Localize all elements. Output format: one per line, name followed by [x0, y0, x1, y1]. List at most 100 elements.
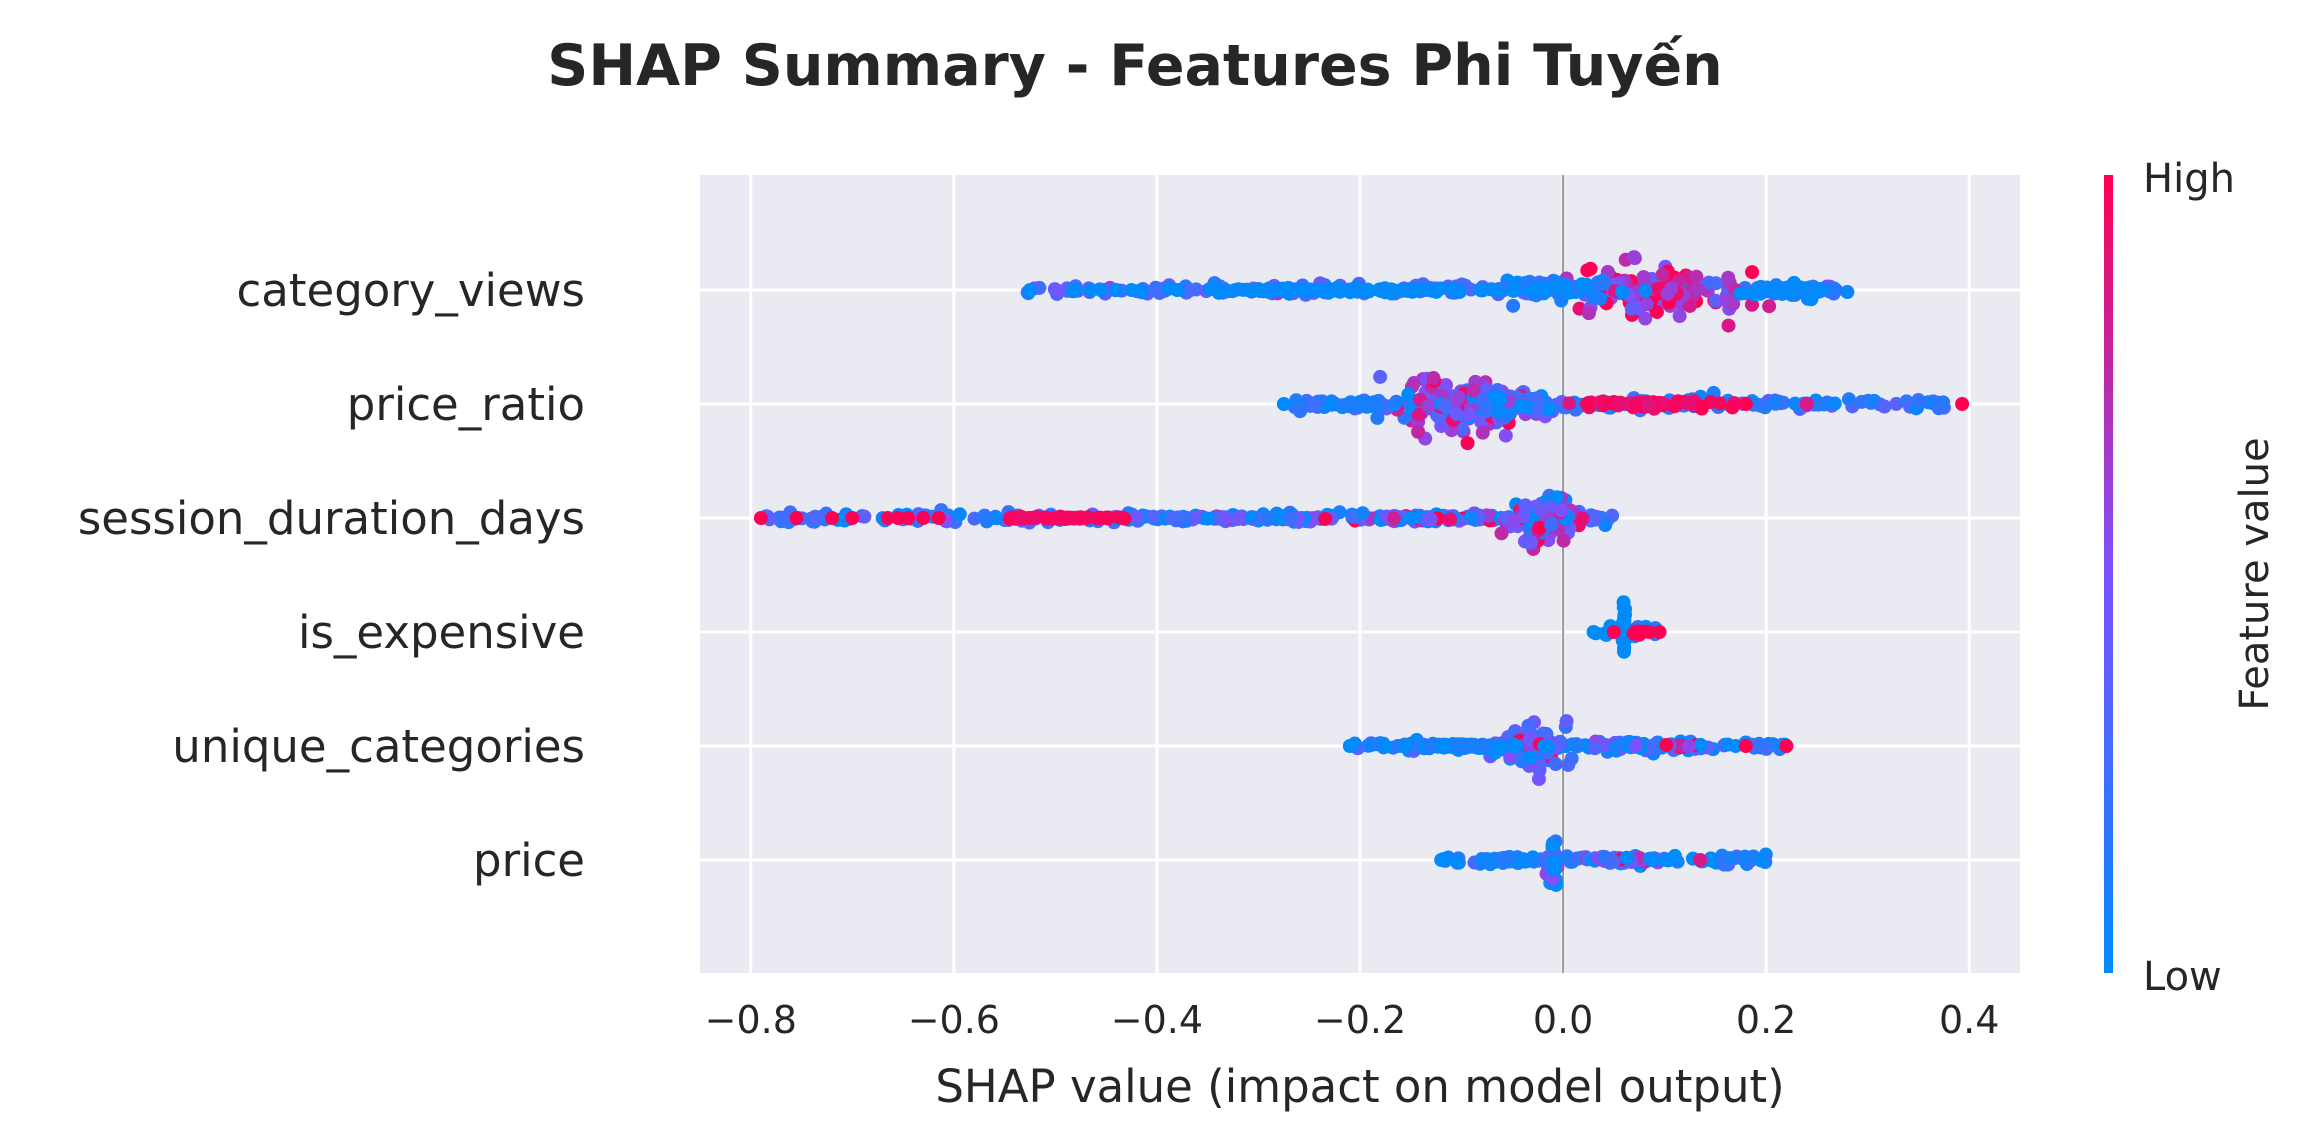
shap-point [1826, 281, 1841, 296]
shap-point [1617, 644, 1632, 659]
colorbar-low-label: Low [2143, 954, 2222, 1000]
shap-outlier-point [931, 511, 946, 525]
shap-point [1494, 851, 1509, 866]
shap-point [1522, 750, 1537, 765]
shap-point [1112, 510, 1127, 525]
shap-point [1841, 392, 1856, 407]
shap-point [1491, 404, 1506, 419]
shap-point [1080, 510, 1095, 525]
shap-point [1381, 283, 1396, 298]
shap-point [1462, 407, 1477, 422]
shap-point [1554, 503, 1569, 518]
shap-point [1367, 395, 1382, 410]
shap-point [1840, 285, 1855, 300]
shap-outlier-point [1738, 397, 1753, 411]
shap-point [1463, 510, 1478, 525]
shap-point [1587, 512, 1602, 527]
shap-outlier-point [1799, 397, 1814, 411]
shap-point [1473, 282, 1488, 297]
shap-point [1412, 407, 1427, 422]
shap-point [1854, 394, 1869, 409]
shap-point [1437, 740, 1452, 755]
feature-label-is_expensive: is_expensive [298, 606, 585, 659]
shap-point [1178, 510, 1193, 525]
shap-point [1164, 510, 1179, 525]
beeswarm-session_duration_days [753, 488, 1620, 556]
shap-outlier-point [789, 511, 804, 525]
feature-label-session_duration_days: session_duration_days [78, 492, 585, 545]
shap-point [1672, 309, 1687, 324]
shap-outlier-point [1170, 283, 1185, 297]
shap-point [1827, 396, 1842, 411]
shap-point [1745, 265, 1760, 280]
shap-outlier-point [1434, 853, 1449, 867]
shap-point [1721, 270, 1736, 285]
shap-outlier-point [1738, 739, 1753, 753]
shap-point [1277, 283, 1292, 298]
shap-point [1498, 428, 1513, 443]
shap-outlier-point [1068, 283, 1083, 297]
shap-point [1580, 396, 1595, 411]
shap-point [1284, 511, 1299, 526]
shap-point [1027, 510, 1042, 525]
shap-point [1667, 399, 1682, 414]
x-tick-label: −0.2 [1314, 998, 1406, 1042]
shap-point [1753, 286, 1768, 301]
shap-point [1052, 511, 1067, 526]
shap-point [1655, 267, 1670, 282]
shap-point [1433, 281, 1448, 296]
shap-point [1245, 283, 1260, 298]
shap-point [1759, 741, 1774, 756]
shap-point [1289, 393, 1304, 408]
x-tick-label: −0.8 [705, 998, 797, 1042]
shap-point [1218, 511, 1233, 526]
shap-point [1387, 511, 1402, 526]
shap-point [1721, 318, 1736, 333]
shap-point [1804, 292, 1819, 307]
shap-point [1628, 738, 1643, 753]
shap-outlier-point [880, 511, 895, 525]
shap-point [1574, 277, 1589, 292]
shap-point [1272, 511, 1287, 526]
shap-point [857, 509, 872, 524]
shap-point [1541, 401, 1556, 416]
shap-outlier-point [1124, 283, 1139, 297]
shap-point [1421, 399, 1436, 414]
shap-outlier-point [825, 511, 839, 525]
chart-title: SHAP Summary - Features Phi Tuyến [547, 33, 1722, 99]
shap-point [1538, 282, 1553, 297]
shap-point [1615, 284, 1630, 299]
shap-point [1422, 738, 1437, 753]
shap-point [1726, 296, 1741, 311]
feature-label-unique_categories: unique_categories [172, 720, 585, 773]
shap-outlier-point [1083, 283, 1098, 297]
shap-point [1466, 383, 1481, 398]
shap-point [1493, 391, 1508, 406]
shap-point [1659, 737, 1674, 752]
shap-point [1581, 306, 1596, 321]
shap-point [1518, 498, 1533, 513]
shap-point [1762, 299, 1777, 314]
shap-point [1593, 291, 1608, 306]
shap-point [1533, 502, 1548, 517]
dots-layer [753, 250, 1970, 892]
shap-point [1545, 839, 1560, 854]
shap-point [1546, 854, 1561, 869]
shap-point [1616, 600, 1631, 615]
shap-point [1225, 284, 1240, 299]
shap-point [1693, 737, 1708, 752]
beeswarm-price_ratio [1276, 369, 1970, 451]
shap-point [1317, 283, 1332, 298]
colorbar [2104, 175, 2113, 973]
shap-point [1501, 406, 1516, 421]
shap-point [1507, 512, 1522, 527]
shap-point [1636, 270, 1651, 285]
shap-point [1324, 396, 1339, 411]
shap-point [1694, 399, 1709, 414]
shap-outlier-point [845, 511, 860, 525]
shap-point [1370, 410, 1385, 425]
shap-point [1613, 395, 1628, 410]
shap-point [1318, 511, 1333, 526]
shap-point [1421, 282, 1436, 297]
shap-point [1506, 298, 1521, 313]
